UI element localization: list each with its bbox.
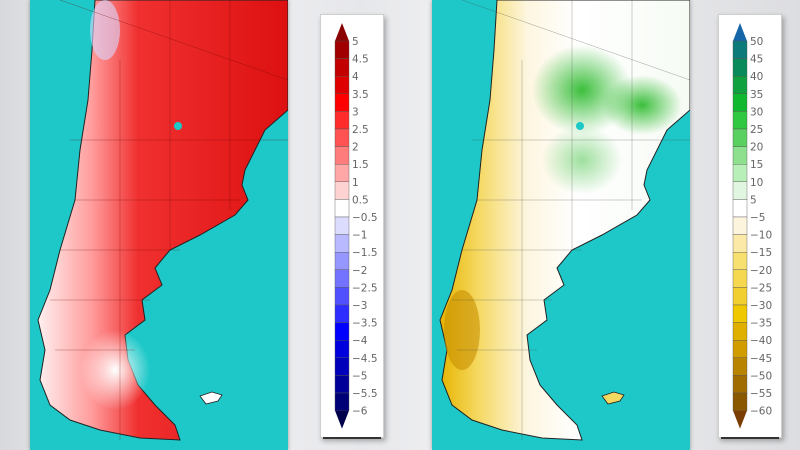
precipitation-colorbar-band — [732, 111, 748, 130]
temperature-colorbar-band — [334, 340, 350, 359]
precipitation-colorbar-band — [732, 199, 748, 218]
precipitation-colorbar-tick-label: −45 — [750, 353, 772, 365]
temperature-colorbar-band — [334, 58, 350, 77]
precipitation-colorbar-tick-label: −55 — [750, 388, 772, 400]
temperature-colorbar-tick-label: −5.5 — [352, 388, 378, 400]
temperature-colorbar-tick-label: 3.5 — [352, 89, 369, 101]
temperature-colorbar-tick-label: 2 — [352, 142, 359, 154]
precipitation-colorbar-band — [732, 392, 748, 411]
precipitation-colorbar-tick-label: 5 — [750, 194, 757, 206]
precipitation-colorbar-tick-label: 20 — [750, 142, 763, 154]
precipitation-colorbar-tick-label: −40 — [750, 335, 772, 347]
precipitation-colorbar-tick-label: −25 — [750, 282, 772, 294]
temperature-colorbar-band — [334, 40, 350, 59]
precipitation-colorbar-tick-label: −60 — [750, 406, 772, 418]
temperature-colorbar-band — [334, 234, 350, 253]
precipitation-colorbar-tick-label: −30 — [750, 300, 772, 312]
temperature-colorbar-tick-label: −1 — [352, 230, 367, 242]
precipitation-colorbar-tick-label: 30 — [750, 106, 763, 118]
precipitation-colorbar-band — [732, 304, 748, 323]
precipitation-colorbar-band — [732, 216, 748, 235]
temperature-colorbar-band — [334, 269, 350, 288]
precipitation-colorbar-band — [732, 234, 748, 253]
temperature-colorbar-band — [334, 163, 350, 182]
temperature-colorbar-band — [334, 111, 350, 130]
temperature-colorbar-tick-label: −5 — [352, 370, 367, 382]
temperature-colorbar-band — [334, 375, 350, 394]
precipitation-colorbar-band — [732, 287, 748, 306]
temperature-colorbar-tick-label: 3 — [352, 106, 359, 118]
temperature-colorbar-band — [334, 287, 350, 306]
temperature-colorbar-tick-label: −4 — [352, 335, 368, 347]
temperature-colorbar-band — [334, 304, 350, 323]
precipitation-colorbar-tick-label: 35 — [750, 89, 763, 101]
precipitation-colorbar-tick-label: −5 — [750, 212, 765, 224]
temperature-colorbar-tick-label: −0.5 — [352, 212, 378, 224]
precipitation-colorbar-band — [732, 128, 748, 147]
precipitation-colorbar-band — [732, 357, 748, 376]
precipitation-colorbar-tick-label: 45 — [750, 54, 763, 66]
temperature-colorbar-arrow-top — [335, 23, 349, 41]
precipitation-colorbar-band — [732, 163, 748, 182]
precipitation-colorbar-tick-label: 10 — [750, 177, 763, 189]
temperature-colorbar-band — [334, 216, 350, 235]
temperature-colorbar-band — [334, 357, 350, 376]
precipitation-colorbar-band — [732, 58, 748, 77]
precipitation-colorbar-band — [732, 340, 748, 359]
precipitation-colorbar-tick-label: 15 — [750, 159, 763, 171]
temperature-colorbar-tick-label: 4.5 — [352, 54, 369, 66]
precipitation-colorbar-band — [732, 76, 748, 95]
temperature-colorbar-tick-label: 4 — [352, 71, 359, 83]
precipitation-colorbar-band — [732, 269, 748, 288]
temperature-colorbar-tick-label: −2 — [352, 265, 367, 277]
precipitation-colorbar: 50 45 40 35 30 25 20 15 10 5 −5 −10 −15 −20 −25 −30 −35 −… — [718, 14, 782, 439]
temperature-colorbar-band — [334, 181, 350, 200]
precipitation-colorbar-tick-label: −35 — [750, 318, 772, 330]
temperature-colorbar-tick-label: 1 — [352, 177, 359, 189]
precipitation-colorbar-arrow-top — [733, 23, 747, 41]
precipitation-colorbar-arrow-bottom — [733, 410, 747, 429]
temperature-colorbar-band — [334, 392, 350, 411]
precipitation-colorbar-band — [732, 251, 748, 270]
temperature-colorbar-tick-label: 2.5 — [352, 124, 369, 136]
precipitation-colorbar-tick-label: −20 — [750, 265, 772, 277]
temperature-colorbar-band — [334, 251, 350, 270]
precipitation-anomaly-map — [432, 0, 690, 450]
temperature-colorbar-tick-label: 0.5 — [352, 194, 369, 206]
precipitation-colorbar-tick-label: 25 — [750, 124, 763, 136]
precipitation-colorbar-tick-label: −10 — [750, 230, 772, 242]
temperature-colorbar: 5 4.5 4 3.5 3 2.5 2 1.5 1 0.5 −0.5 −1 −1.5 −2 −2.5 −3 −3… — [320, 14, 384, 439]
temperature-colorbar-tick-label: −3 — [352, 300, 367, 312]
temperature-colorbar-tick-label: −1.5 — [352, 247, 378, 259]
precipitation-colorbar-band — [732, 181, 748, 200]
precipitation-colorbar-band — [732, 40, 748, 59]
temperature-colorbar-tick-label: −6 — [352, 406, 368, 418]
precipitation-colorbar-tick-label: 50 — [750, 36, 763, 48]
precipitation-colorbar-tick-label: −50 — [750, 370, 772, 382]
temperature-anomaly-map — [30, 0, 288, 450]
precipitation-colorbar-band — [732, 322, 748, 341]
temperature-colorbar-tick-label: −4.5 — [352, 353, 378, 365]
precipitation-colorbar-tick-label: 40 — [750, 71, 763, 83]
temperature-colorbar-band — [334, 199, 350, 218]
temperature-colorbar-band — [334, 76, 350, 95]
precipitation-colorbar-band — [732, 375, 748, 394]
temperature-colorbar-tick-label: 5 — [352, 36, 359, 48]
temperature-colorbar-tick-label: −2.5 — [352, 282, 378, 294]
temperature-colorbar-band — [334, 93, 350, 112]
temperature-colorbar-band — [334, 128, 350, 147]
precipitation-colorbar-band — [732, 146, 748, 165]
precipitation-colorbar-band — [732, 93, 748, 112]
temperature-colorbar-tick-label: −3.5 — [352, 318, 378, 330]
temperature-colorbar-tick-label: 1.5 — [352, 159, 369, 171]
temperature-colorbar-band — [334, 146, 350, 165]
precipitation-colorbar-tick-label: −15 — [750, 247, 772, 259]
temperature-colorbar-arrow-bottom — [335, 410, 349, 429]
temperature-colorbar-band — [334, 322, 350, 341]
